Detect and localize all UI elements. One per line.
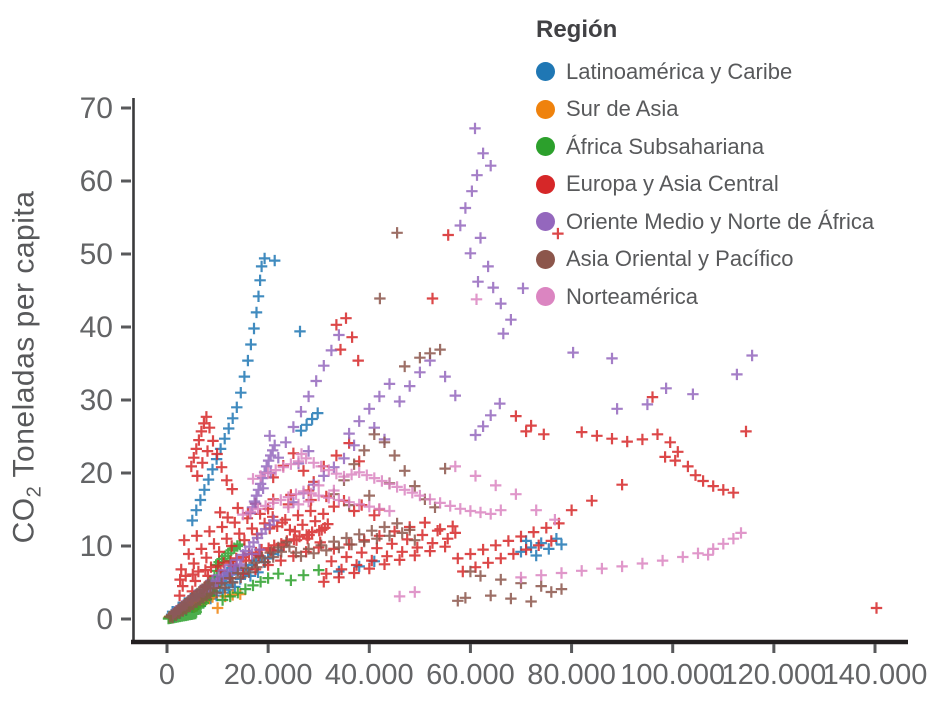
y-axis-title-subscript: 2 <box>23 485 46 498</box>
legend-label: Europa y Asia Central <box>566 171 779 197</box>
y-tick-label: 60 <box>80 165 113 198</box>
x-tick-label: 40.000 <box>325 659 414 691</box>
y-tick-label: 70 <box>80 92 113 125</box>
x-tick-label: 20.000 <box>224 659 313 691</box>
legend-color-dot-icon <box>536 212 555 232</box>
legend-color-dot-icon <box>536 174 555 194</box>
y-tick-label: 20 <box>80 457 113 490</box>
legend-title: Región <box>536 16 618 43</box>
y-tick-label: 50 <box>80 238 113 271</box>
legend-label: Oriente Medio y Norte de África <box>566 208 875 234</box>
legend-color-dot-icon <box>536 62 555 82</box>
y-axis-title-suffix: Toneladas per capita <box>7 190 41 486</box>
legend-label: Latinoamérica y Caribe <box>566 58 793 84</box>
y-tick-label: 30 <box>80 384 113 417</box>
x-tick-label: 140.000 <box>823 659 928 691</box>
legend-item: África Subsahariana <box>536 128 874 166</box>
series-latinoam-rica-y-caribe <box>165 252 568 622</box>
legend-item: Norteamérica <box>536 278 874 316</box>
x-tick-label: 120.000 <box>721 659 826 691</box>
legend-color-dot-icon <box>536 99 555 119</box>
series-asia-oriental-y-pac-fico <box>164 227 568 624</box>
x-tick-label: 80.000 <box>527 659 616 691</box>
legend-color-dot-icon <box>536 137 555 157</box>
y-tick-label: 10 <box>80 530 113 563</box>
y-axis-title-prefix: CO <box>7 497 41 544</box>
legend-label: África Subsahariana <box>566 133 765 159</box>
legend-item: Asia Oriental y Pacífico <box>536 241 874 279</box>
legend: Región Latinoamérica y Caribe Sur de Asia… <box>536 16 874 316</box>
legend-label: Norteamérica <box>566 283 699 309</box>
legend-item: Sur de Asia <box>536 91 874 129</box>
x-tick-label: 0 <box>159 659 175 691</box>
legend-item: Oriente Medio y Norte de África <box>536 203 874 241</box>
legend-item: Europa y Asia Central <box>536 166 874 204</box>
x-tick-label: 60.000 <box>426 659 515 691</box>
series-norteam-rica <box>237 293 747 603</box>
legend-item: Latinoamérica y Caribe <box>536 53 874 91</box>
legend-items: Latinoamérica y Caribe Sur de Asia África … <box>536 53 874 316</box>
legend-label: Asia Oriental y Pacífico <box>566 246 794 272</box>
y-axis-title: CO2 Toneladas per capita <box>8 191 47 544</box>
legend-label: Sur de Asia <box>566 96 679 122</box>
legend-color-dot-icon <box>536 287 555 307</box>
x-tick-label: 100.000 <box>620 659 725 691</box>
y-tick-label: 40 <box>80 311 113 344</box>
y-tick-label: 0 <box>96 603 113 636</box>
legend-color-dot-icon <box>536 249 555 269</box>
